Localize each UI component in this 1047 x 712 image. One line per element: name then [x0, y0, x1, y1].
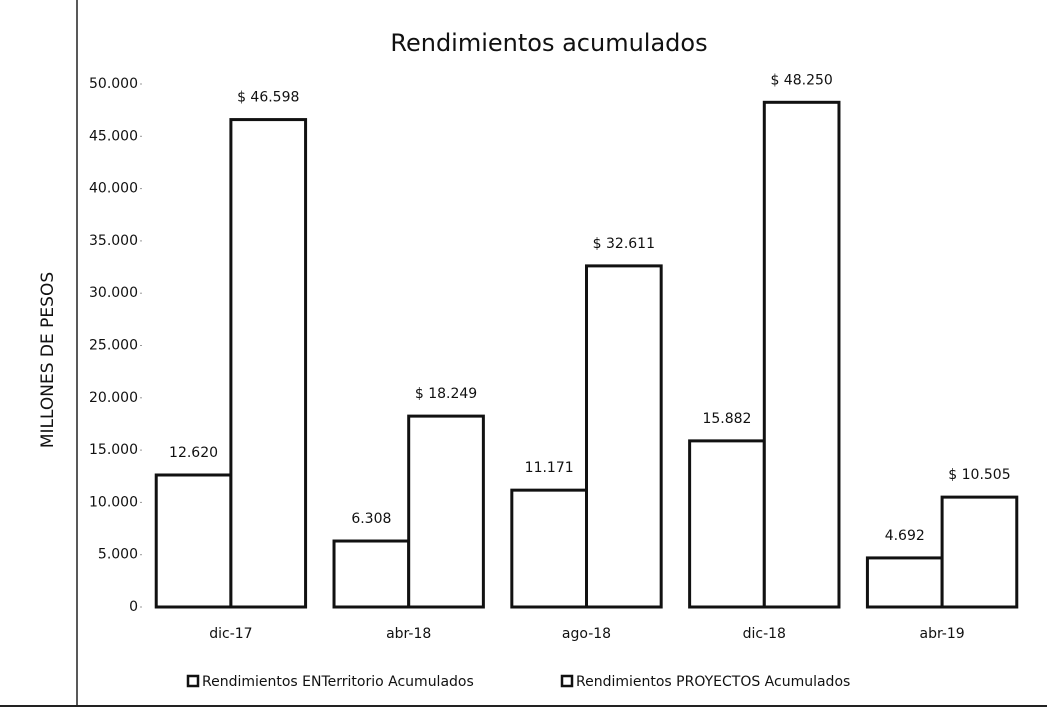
bar	[940, 495, 1019, 609]
legend-swatch	[186, 674, 200, 688]
x-tick-label: dic-18	[743, 626, 786, 642]
data-label: $ 10.505	[948, 467, 1010, 483]
bar	[762, 100, 841, 609]
data-label: 15.882	[702, 411, 751, 427]
bar	[332, 539, 411, 609]
bar	[407, 414, 485, 609]
data-label: 4.692	[885, 528, 925, 544]
y-tick-label: 25.000	[89, 338, 138, 354]
y-tick-label: 40.000	[89, 181, 138, 197]
bar	[585, 264, 663, 609]
data-label: 11.171	[525, 460, 574, 476]
data-label: $ 48.250	[770, 72, 832, 88]
y-axis-title: MILLONES DE PESOS	[38, 272, 58, 448]
data-label: $ 18.249	[415, 386, 477, 402]
legend-swatch	[560, 674, 574, 688]
chart-title: Rendimientos acumulados	[390, 29, 707, 57]
x-tick-label: ago-18	[562, 626, 611, 642]
y-tick-label: 15.000	[89, 442, 138, 458]
x-tick-label: abr-18	[386, 626, 431, 642]
y-tick-label: 0	[129, 599, 138, 615]
bar	[510, 488, 589, 609]
bar	[229, 118, 308, 609]
y-tick-label: 45.000	[89, 128, 138, 144]
data-label: $ 46.598	[237, 90, 299, 106]
bar	[688, 439, 766, 609]
y-tick-label: 5.000	[98, 547, 138, 563]
y-tick-label: 10.000	[89, 494, 138, 510]
y-tick-label: 20.000	[89, 390, 138, 406]
bar	[154, 473, 233, 609]
data-label: 6.308	[351, 511, 391, 527]
x-tick-label: dic-17	[209, 626, 252, 642]
y-tick-label: 50.000	[89, 76, 138, 92]
legend-label: Rendimientos ENTerritorio Acumulados	[202, 674, 474, 690]
data-label: $ 32.611	[593, 236, 655, 252]
y-tick-label: 35.000	[89, 233, 138, 249]
data-label: 12.620	[169, 445, 218, 461]
x-tick-label: abr-19	[919, 626, 964, 642]
y-tick-label: 30.000	[89, 285, 138, 301]
legend-label: Rendimientos PROYECTOS Acumulados	[576, 674, 850, 690]
bar	[865, 556, 944, 609]
